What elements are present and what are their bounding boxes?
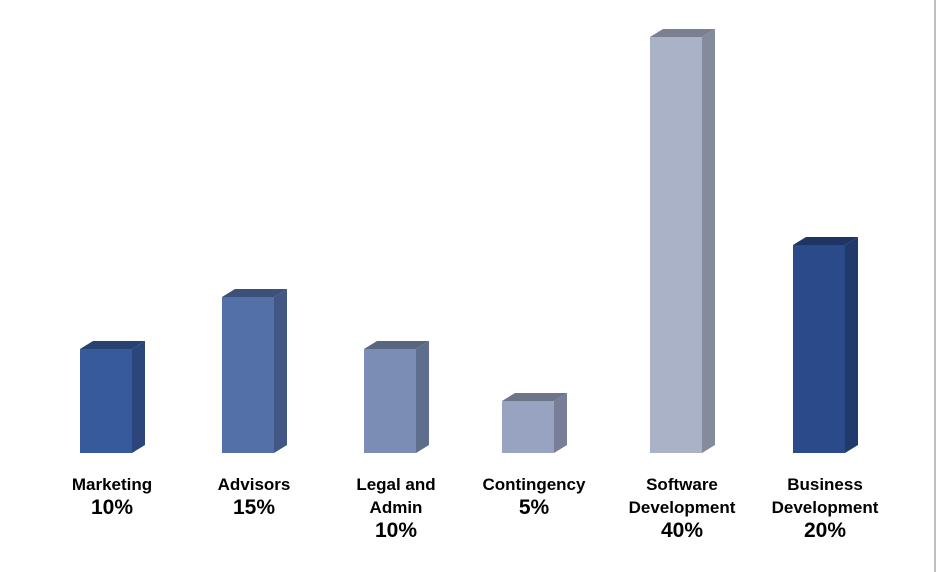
category-label: Advisors <box>218 475 291 494</box>
frame-border <box>934 0 936 572</box>
bar-group <box>364 341 429 453</box>
bar-top <box>364 341 429 349</box>
bar-side <box>132 341 145 453</box>
category-label: Business <box>787 475 863 494</box>
bar <box>650 37 702 453</box>
bar-side <box>702 29 715 453</box>
category-label: Marketing <box>72 475 152 494</box>
bar-group <box>80 341 145 453</box>
bar-group <box>650 29 715 453</box>
value-label: 10% <box>375 519 417 542</box>
bar <box>793 245 845 453</box>
value-label: 10% <box>91 496 133 519</box>
bar <box>364 349 416 453</box>
bar-side <box>554 393 567 453</box>
category-label: Legal and <box>356 475 435 494</box>
value-label: 20% <box>804 519 846 542</box>
bar-top <box>222 289 287 297</box>
bar-side <box>416 341 429 453</box>
bar-group <box>222 289 287 453</box>
bar-top <box>650 29 715 37</box>
category-label: Software <box>646 475 718 494</box>
bar-top <box>793 237 858 245</box>
bar <box>80 349 132 453</box>
bar-side <box>274 289 287 453</box>
category-label: Contingency <box>483 475 586 494</box>
value-label: 5% <box>519 496 550 519</box>
bar <box>502 401 554 453</box>
bar-group <box>793 237 858 453</box>
value-label: 15% <box>233 496 275 519</box>
category-label: Development <box>629 498 736 517</box>
bar-top <box>502 393 567 401</box>
bar-group <box>502 393 567 453</box>
bar-top <box>80 341 145 349</box>
category-label: Admin <box>370 498 423 517</box>
value-label: 40% <box>661 519 703 542</box>
category-label: Development <box>772 498 879 517</box>
bar-side <box>845 237 858 453</box>
bar <box>222 297 274 453</box>
